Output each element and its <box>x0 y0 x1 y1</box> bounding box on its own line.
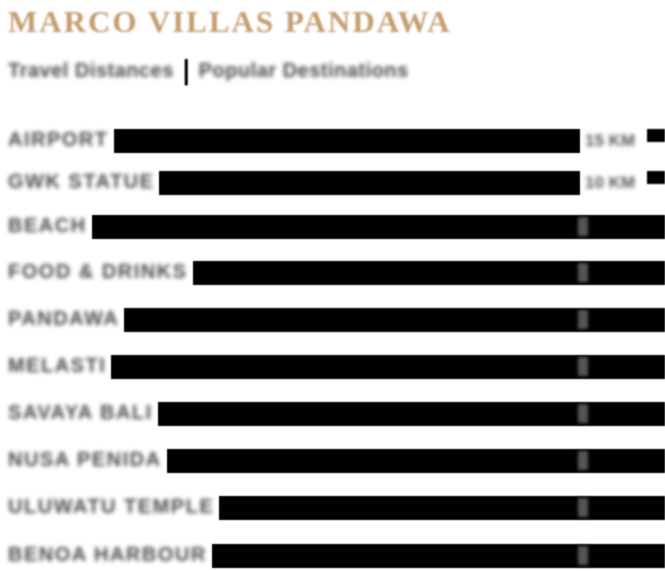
leader-bar <box>211 543 665 568</box>
place-label: GWK STATUE <box>8 171 155 193</box>
distance-row: BEACH <box>8 214 665 239</box>
leader-bar <box>124 307 665 332</box>
bar-endcap-icon <box>647 129 665 142</box>
place-label: BEACH <box>8 215 87 237</box>
subheader-left-text: Travel Distances <box>8 59 174 82</box>
covered-value-mark <box>578 451 588 470</box>
subheader-divider: | <box>182 54 190 86</box>
leader-bar <box>219 495 665 520</box>
leader-bar <box>192 260 665 285</box>
place-label: SAVAYA BALI <box>8 402 153 424</box>
covered-value-mark <box>578 217 588 236</box>
bar-endcap-icon <box>647 171 665 184</box>
covered-value-mark <box>578 546 588 565</box>
covered-value-mark <box>578 263 588 282</box>
distance-row: FOOD & DRINKS <box>8 260 665 285</box>
distance-row: SAVAYA BALI <box>8 401 665 426</box>
place-label: MELASTI <box>8 355 107 377</box>
covered-value-mark <box>578 404 588 423</box>
distance-row: MELASTI <box>8 354 665 379</box>
distance-row: BENOA HARBOUR <box>8 543 665 568</box>
leader-bar <box>166 448 665 473</box>
distance-row: AIRPORT 15 KM <box>8 128 665 153</box>
covered-value-mark <box>578 498 588 517</box>
place-label: ULUWATU TEMPLE <box>8 496 215 518</box>
place-label: PANDAWA <box>8 308 120 330</box>
leader-bar <box>113 128 580 153</box>
leader-bar <box>157 401 665 426</box>
distance-row: GWK STATUE 10 KM <box>8 170 665 195</box>
place-label: BENOA HARBOUR <box>8 544 207 566</box>
distance-row: PANDAWA <box>8 307 665 332</box>
subheader: Travel Distances | Popular Destinations <box>8 54 409 86</box>
covered-value-mark <box>578 310 588 329</box>
distance-value: 10 KM <box>585 172 636 192</box>
distance-row: ULUWATU TEMPLE <box>8 495 665 520</box>
distance-row: NUSA PENIDA <box>8 448 665 473</box>
place-label: NUSA PENIDA <box>8 449 162 471</box>
distance-value: 15 KM <box>585 130 636 150</box>
page-title: MARCO VILLAS PANDAWA <box>8 4 452 39</box>
covered-value-mark <box>578 357 588 376</box>
leader-bar <box>159 170 580 195</box>
place-label: FOOD & DRINKS <box>8 261 188 283</box>
leader-bar <box>111 354 665 379</box>
leader-bar <box>91 214 665 239</box>
place-label: AIRPORT <box>8 129 109 151</box>
subheader-right-text: Popular Destinations <box>198 59 409 82</box>
